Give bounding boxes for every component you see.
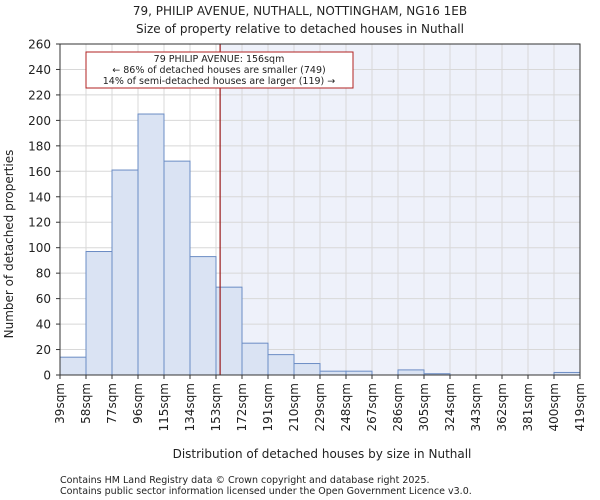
x-tick-label: 400sqm bbox=[547, 383, 561, 431]
y-tick-label: 180 bbox=[28, 139, 51, 153]
x-tick-label: 286sqm bbox=[391, 383, 405, 431]
annotation-frame bbox=[85, 51, 354, 89]
x-axis-label: Distribution of detached houses by size … bbox=[173, 447, 472, 461]
x-tick-label: 419sqm bbox=[573, 383, 587, 431]
annotation-line-3: 14% of semi-detached houses are larger (… bbox=[103, 76, 336, 87]
x-tick-label: 191sqm bbox=[261, 383, 275, 431]
larger-region-shading bbox=[220, 44, 580, 375]
histogram-bar bbox=[267, 354, 295, 376]
annotation-line-1: 79 PHILIP AVENUE: 156sqm bbox=[154, 54, 285, 65]
x-tick-label: 305sqm bbox=[417, 383, 431, 431]
footer-line-1: Contains HM Land Registry data © Crown c… bbox=[60, 475, 430, 486]
x-tick-label: 115sqm bbox=[157, 383, 171, 431]
x-tick-label: 134sqm bbox=[183, 383, 197, 431]
histogram-bar bbox=[319, 370, 347, 376]
y-tick-label: 240 bbox=[28, 63, 51, 77]
x-tick-label: 39sqm bbox=[53, 383, 67, 424]
x-tick-label: 153sqm bbox=[209, 383, 223, 431]
footer-line-2: Contains public sector information licen… bbox=[60, 486, 472, 497]
y-tick-label: 40 bbox=[36, 318, 51, 332]
histogram-bar bbox=[345, 370, 373, 376]
histogram-bar bbox=[137, 113, 165, 376]
x-tick-label: 267sqm bbox=[365, 383, 379, 431]
x-tick-label: 77sqm bbox=[105, 383, 119, 424]
histogram-bar bbox=[189, 256, 217, 376]
chart-title: 79, PHILIP AVENUE, NUTHALL, NOTTINGHAM, … bbox=[133, 4, 467, 18]
y-tick-label: 140 bbox=[28, 190, 51, 204]
annotation-line-2: ← 86% of detached houses are smaller (74… bbox=[112, 65, 325, 76]
annotation-box: 79 PHILIP AVENUE: 156sqm ← 86% of detach… bbox=[85, 51, 354, 89]
y-tick-label: 200 bbox=[28, 114, 51, 128]
x-tick-label: 248sqm bbox=[339, 383, 353, 431]
y-axis-label: Number of detached properties bbox=[2, 150, 16, 339]
x-tick-label: 58sqm bbox=[79, 383, 93, 424]
y-tick-label: 100 bbox=[28, 241, 51, 255]
y-tick-label: 80 bbox=[36, 267, 51, 281]
chart-subtitle: Size of property relative to detached ho… bbox=[136, 22, 464, 36]
y-tick-label: 0 bbox=[43, 369, 51, 383]
histogram-bar bbox=[111, 169, 139, 376]
x-tick-label: 343sqm bbox=[469, 383, 483, 431]
histogram-bar bbox=[397, 369, 425, 376]
x-tick-label: 96sqm bbox=[131, 383, 145, 424]
histogram-bar bbox=[85, 251, 113, 376]
y-tick-label: 120 bbox=[28, 216, 51, 230]
x-tick-label: 172sqm bbox=[235, 383, 249, 431]
y-tick-label: 260 bbox=[28, 38, 51, 52]
y-tick-label: 220 bbox=[28, 88, 51, 102]
y-tick-label: 60 bbox=[36, 292, 51, 306]
x-tick-label: 210sqm bbox=[287, 383, 301, 431]
y-tick-label: 160 bbox=[28, 165, 51, 179]
x-tick-label: 362sqm bbox=[495, 383, 509, 431]
x-tick-label: 229sqm bbox=[313, 383, 327, 431]
histogram-bar bbox=[59, 356, 87, 376]
histogram-bar bbox=[163, 160, 191, 376]
y-tick-label: 20 bbox=[36, 343, 51, 357]
x-tick-label: 381sqm bbox=[521, 383, 535, 431]
histogram-bar bbox=[293, 363, 321, 376]
x-tick-label: 324sqm bbox=[443, 383, 457, 431]
histogram-bar bbox=[241, 342, 269, 376]
